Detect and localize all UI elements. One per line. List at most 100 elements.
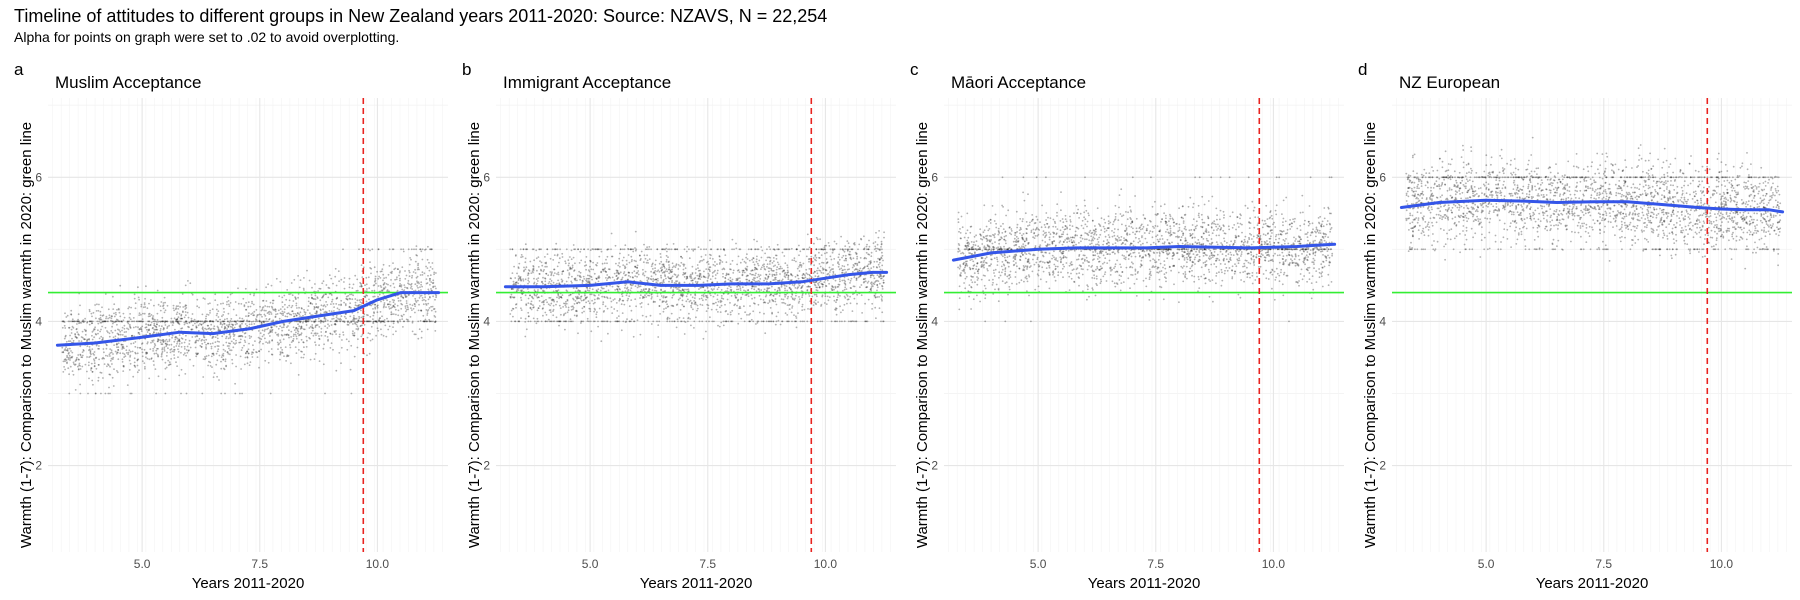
data-point <box>542 314 544 317</box>
data-point <box>196 305 199 308</box>
data-point <box>747 248 750 251</box>
data-point <box>553 300 555 303</box>
data-point <box>428 320 431 323</box>
data-point <box>430 309 433 312</box>
y-tick-label: 4 <box>35 314 42 328</box>
data-point <box>621 259 624 262</box>
data-point <box>827 299 830 302</box>
data-point <box>783 284 786 287</box>
data-point <box>336 307 339 310</box>
data-point <box>527 288 529 290</box>
data-point <box>677 286 680 289</box>
data-point <box>300 350 302 353</box>
data-point <box>65 346 67 348</box>
data-point <box>148 328 151 331</box>
data-point <box>125 349 128 352</box>
data-point <box>396 320 399 323</box>
data-point <box>426 328 429 331</box>
data-point <box>208 327 211 330</box>
data-point <box>840 235 842 238</box>
data-point <box>710 308 713 311</box>
data-point <box>222 314 225 316</box>
data-point <box>333 306 335 308</box>
data-point <box>328 310 331 312</box>
data-point <box>557 320 559 323</box>
data-point <box>378 320 380 323</box>
data-point <box>286 289 289 291</box>
data-point <box>173 340 176 343</box>
data-point <box>162 328 165 331</box>
data-point <box>880 246 882 248</box>
data-point <box>327 338 329 341</box>
data-point <box>720 295 723 297</box>
data-point <box>104 326 107 329</box>
data-point <box>555 248 557 251</box>
data-point <box>216 337 219 340</box>
data-point <box>148 313 150 315</box>
data-point <box>348 283 351 286</box>
data-point <box>594 248 596 251</box>
data-point <box>288 329 290 332</box>
data-point <box>565 248 568 251</box>
data-point <box>161 348 164 351</box>
data-point <box>122 312 125 315</box>
data-point <box>671 304 674 307</box>
data-point <box>434 285 436 288</box>
data-point <box>280 312 283 315</box>
data-point <box>218 379 220 381</box>
data-point <box>122 345 125 348</box>
data-point <box>321 320 323 323</box>
data-point <box>751 297 753 300</box>
data-point <box>387 320 390 323</box>
data-point <box>242 297 245 300</box>
data-point <box>751 269 754 271</box>
data-point <box>228 345 230 347</box>
data-point <box>102 320 105 323</box>
data-point <box>166 325 169 328</box>
data-point <box>106 355 109 357</box>
data-point <box>90 367 93 370</box>
data-point <box>597 288 600 291</box>
data-point <box>176 321 179 323</box>
data-point <box>649 314 652 317</box>
data-point <box>801 305 804 308</box>
data-point <box>244 352 247 354</box>
data-point <box>139 320 142 323</box>
data-point <box>639 294 642 297</box>
data-point <box>217 326 220 329</box>
data-point <box>300 307 303 309</box>
data-point <box>174 318 177 321</box>
data-point <box>184 338 187 341</box>
data-point <box>301 350 303 353</box>
data-point <box>71 318 74 321</box>
data-point <box>740 296 743 299</box>
data-point <box>325 301 327 303</box>
data-point <box>392 304 395 307</box>
data-point <box>622 320 625 323</box>
data-point <box>313 358 316 360</box>
data-point <box>349 293 351 296</box>
data-point <box>74 389 77 391</box>
data-point <box>93 358 95 361</box>
data-point <box>133 365 136 367</box>
data-point <box>227 312 230 315</box>
data-point <box>859 274 862 277</box>
data-point <box>336 320 339 323</box>
data-point <box>77 320 80 323</box>
data-point <box>537 307 540 309</box>
data-point <box>614 244 617 247</box>
data-point <box>66 349 69 352</box>
data-point <box>634 275 637 277</box>
data-point <box>513 296 515 299</box>
data-point <box>843 250 846 253</box>
data-point <box>385 306 387 308</box>
data-point <box>391 306 394 309</box>
data-point <box>204 356 206 358</box>
data-point <box>424 299 427 302</box>
data-point <box>425 309 428 311</box>
data-point <box>405 302 408 305</box>
data-point <box>146 328 148 331</box>
data-point <box>627 271 630 274</box>
data-point <box>107 392 110 395</box>
data-point <box>335 333 337 335</box>
